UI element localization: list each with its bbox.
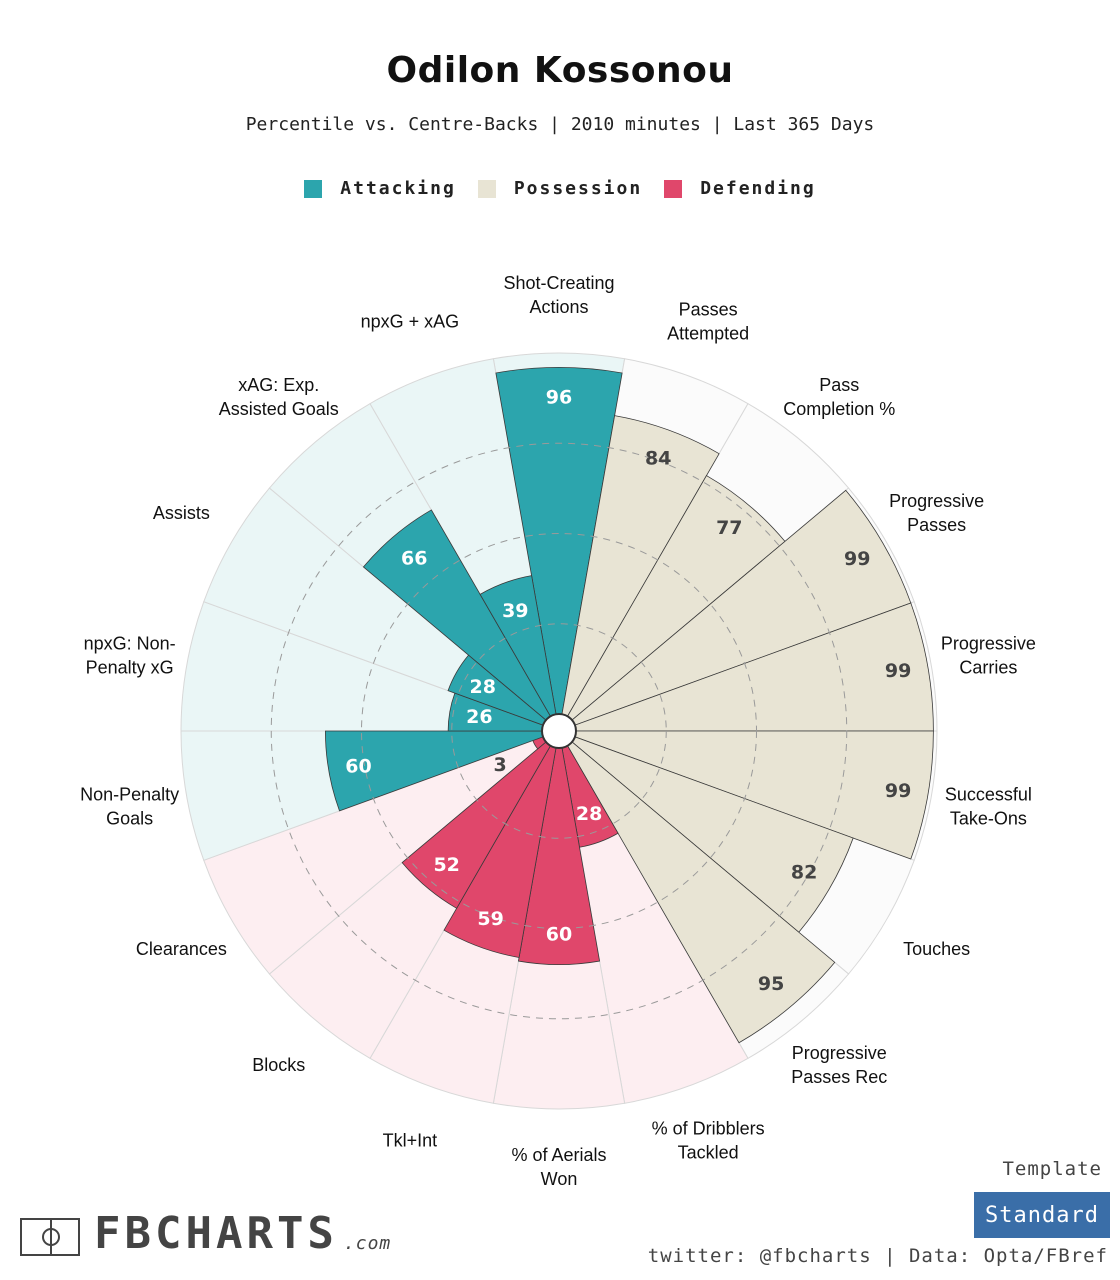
category-label: xAG: Exp. Assisted Goals [219, 375, 339, 419]
value-label: 60 [345, 755, 371, 777]
value-label: 99 [885, 780, 911, 802]
logo-suffix: .com [343, 1233, 392, 1254]
category-label: Progressive Passes [889, 491, 984, 535]
legend: Attacking Possession Defending [0, 178, 1120, 199]
category-label: Blocks [252, 1055, 305, 1075]
legend-swatch-attacking [304, 179, 323, 198]
template-standard-button[interactable]: Standard [974, 1192, 1110, 1238]
value-label: 26 [466, 706, 492, 728]
value-label: 99 [844, 548, 870, 570]
footer-credit: twitter: @fbcharts | Data: Opta/FBref [647, 1245, 1108, 1267]
value-label: 66 [401, 547, 427, 569]
category-label: Pass Completion % [783, 375, 895, 419]
fbcharts-logo: FBCHARTS .com [20, 1212, 391, 1256]
category-label: Clearances [136, 939, 227, 959]
legend-swatch-defending [664, 179, 683, 198]
legend-item-defending: Defending [664, 178, 816, 199]
category-label: Progressive Passes Rec [791, 1043, 887, 1087]
value-label: 52 [433, 854, 459, 876]
pitch-icon [20, 1218, 80, 1256]
gridline [451, 623, 667, 839]
category-label: Passes Attempted [667, 299, 749, 343]
legend-label-possession: Possession [513, 178, 643, 199]
value-label: 99 [885, 660, 911, 682]
value-label: 95 [758, 973, 784, 995]
value-label: 59 [477, 908, 503, 930]
category-label: Touches [903, 939, 970, 959]
legend-label-defending: Defending [700, 178, 816, 199]
category-label: Non-Penalty Goals [80, 785, 179, 829]
gridline [270, 442, 848, 1020]
category-label: Shot-Creating Actions [503, 273, 614, 317]
value-label: 96 [546, 386, 572, 408]
category-label: Tkl+Int [383, 1131, 438, 1151]
logo-text: FBCHARTS [94, 1208, 338, 1259]
value-label: 28 [576, 803, 602, 825]
value-label: 60 [546, 924, 572, 946]
value-label: 82 [791, 862, 817, 884]
gridline [361, 533, 757, 929]
value-label: 28 [469, 676, 495, 698]
value-label: 77 [716, 517, 742, 539]
category-label: Progressive Carries [941, 633, 1036, 677]
category-label: Assists [153, 503, 210, 523]
category-label: npxG: Non-Penalty xG [84, 633, 176, 677]
value-label: 39 [502, 600, 528, 622]
chart-title: Odilon Kossonou [386, 50, 734, 91]
category-label: Successful Take-Ons [945, 785, 1032, 829]
center-circle [541, 713, 577, 749]
category-label: % of Aerials Won [511, 1145, 606, 1189]
category-label: % of Dribblers Tackled [652, 1119, 765, 1163]
category-label: npxG + xAG [361, 311, 460, 331]
legend-item-possession: Possession [477, 178, 643, 199]
legend-swatch-possession [477, 179, 496, 198]
chart-subtitle: Percentile vs. Centre-Backs | 2010 minut… [245, 114, 875, 135]
template-label: Template [1002, 1158, 1102, 1180]
legend-label-attacking: Attacking [340, 178, 456, 199]
value-label: 84 [645, 447, 671, 469]
value-label: 3 [493, 754, 506, 776]
legend-item-attacking: Attacking [304, 178, 456, 199]
